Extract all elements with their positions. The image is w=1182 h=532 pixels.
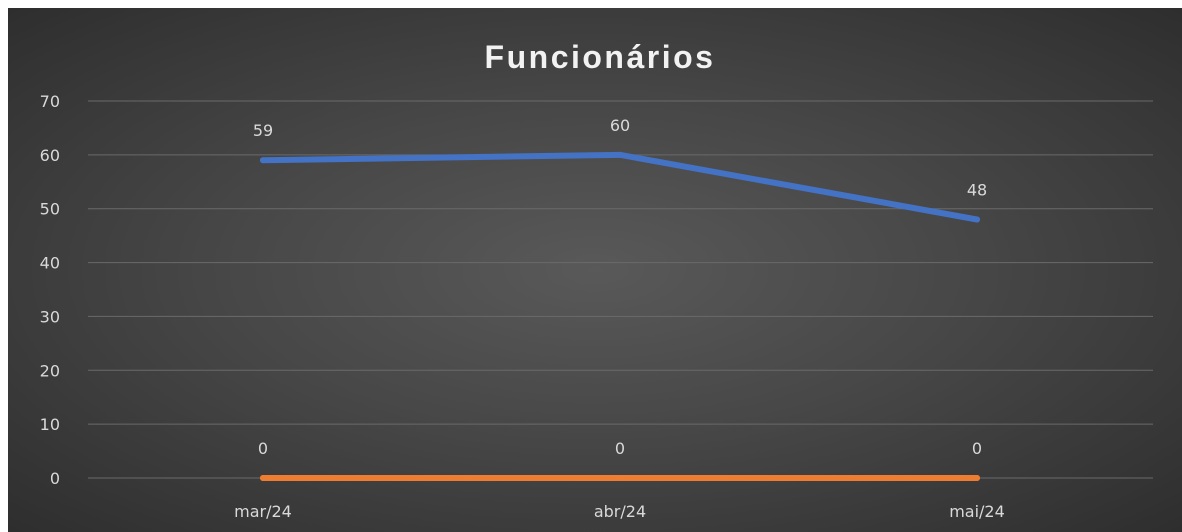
chart-title: Funcionários <box>485 39 716 75</box>
data-point <box>974 475 980 481</box>
series-line-0 <box>260 151 980 223</box>
y-tick-label: 10 <box>40 415 60 434</box>
data-labels: 59 60 48 0 0 0 <box>253 116 987 458</box>
data-label: 0 <box>615 439 625 458</box>
x-tick-label: abr/24 <box>594 502 646 521</box>
y-tick-label: 70 <box>40 92 60 111</box>
data-label: 0 <box>258 439 268 458</box>
x-tick-label: mar/24 <box>234 502 292 521</box>
chart-background <box>8 8 1182 532</box>
y-tick-label: 20 <box>40 361 60 380</box>
data-label: 59 <box>253 121 273 140</box>
data-point <box>974 216 980 223</box>
data-point <box>260 157 266 164</box>
data-point <box>260 475 266 481</box>
data-point <box>617 475 623 481</box>
x-axis-ticks: mar/24 abr/24 mai/24 <box>234 502 1005 521</box>
y-tick-label: 30 <box>40 307 60 326</box>
data-label: 0 <box>972 439 982 458</box>
data-label: 48 <box>967 180 987 199</box>
y-tick-label: 40 <box>40 254 60 273</box>
series-lines <box>260 151 980 481</box>
data-point <box>617 151 623 158</box>
x-tick-label: mai/24 <box>949 502 1005 521</box>
y-axis-ticks: 0 10 20 30 40 50 60 70 <box>40 92 60 488</box>
y-tick-label: 60 <box>40 146 60 165</box>
y-tick-label: 0 <box>50 469 60 488</box>
y-tick-label: 50 <box>40 200 60 219</box>
data-label: 60 <box>610 116 630 135</box>
